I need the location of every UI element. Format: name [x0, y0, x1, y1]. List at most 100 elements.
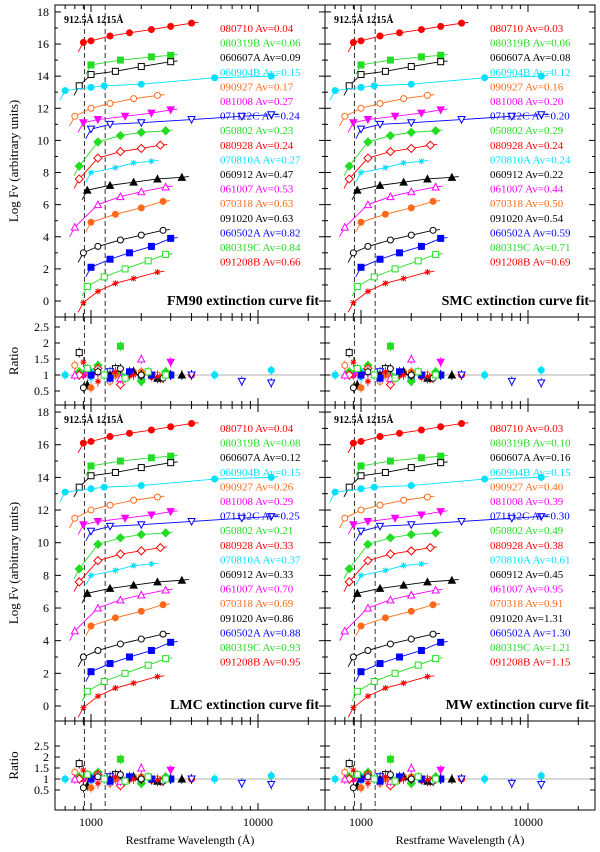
data-point [129, 580, 138, 589]
data-point [136, 376, 146, 387]
data-point [537, 473, 545, 481]
data-point [112, 368, 119, 375]
series-label: 061007 Av=0.44 [490, 184, 564, 196]
data-point [267, 366, 275, 374]
data-point [537, 366, 545, 374]
y-tick-label: 0 [43, 294, 49, 308]
data-point [130, 496, 138, 504]
data-point [100, 273, 108, 281]
series-091208B [77, 673, 165, 789]
series-label: 060904B Av=0.15 [220, 467, 301, 479]
data-point [358, 169, 364, 176]
data-point [267, 473, 275, 481]
data-point [162, 371, 170, 379]
data-point [167, 22, 175, 30]
data-point [147, 109, 156, 118]
ratio-tick-label: 1.5 [34, 761, 49, 775]
fit-curve [81, 253, 173, 297]
data-point [136, 590, 146, 599]
data-point [357, 37, 365, 45]
series-label: 080710 Av=0.04 [220, 423, 294, 435]
data-point [406, 354, 416, 363]
plot-area [325, 5, 595, 405]
data-point [266, 379, 276, 388]
data-point [423, 91, 431, 99]
data-point [136, 546, 146, 556]
series-080928 [73, 140, 168, 390]
series-091208B [347, 673, 435, 789]
data-point [130, 159, 137, 166]
data-point [370, 775, 378, 783]
data-point [177, 774, 187, 783]
data-point [87, 775, 95, 783]
data-point [391, 777, 399, 785]
series-label: 050802 Av=0.49 [490, 525, 564, 537]
data-point [364, 368, 372, 376]
data-point [432, 655, 440, 663]
data-point [376, 777, 384, 785]
series-080710 [77, 19, 199, 382]
fit-curve [85, 454, 178, 476]
data-point [87, 437, 95, 445]
data-point [87, 384, 95, 392]
data-point [93, 539, 103, 550]
data-point [115, 533, 126, 543]
data-point [74, 161, 84, 171]
series-label: 080928 Av=0.24 [490, 140, 564, 152]
data-point [87, 506, 95, 514]
data-point [161, 585, 171, 594]
data-point [136, 143, 146, 154]
data-point [382, 567, 389, 574]
fit-curve [329, 476, 549, 503]
data-point [417, 454, 425, 462]
data-point [100, 678, 108, 686]
data-point [417, 53, 425, 61]
data-point [136, 529, 146, 540]
data-point [395, 429, 403, 437]
data-point [86, 527, 96, 536]
fit-curve [355, 562, 429, 586]
data-point [162, 655, 170, 663]
data-point [111, 210, 119, 218]
data-point [71, 112, 79, 120]
fit-curve [351, 253, 443, 297]
panel-title: LMC extinction curve fit [170, 698, 319, 713]
data-point [364, 693, 371, 700]
data-point [237, 377, 247, 386]
data-point [144, 773, 152, 781]
data-point [363, 137, 373, 147]
series-label: 060912 Av=0.22 [490, 169, 563, 181]
data-point [437, 234, 445, 242]
series-label: 091020 Av=1.31 [490, 613, 563, 625]
data-point [353, 687, 361, 695]
data-point [74, 577, 84, 587]
data-point [155, 542, 166, 553]
data-point [481, 775, 489, 783]
data-point [106, 777, 114, 785]
data-point [357, 218, 365, 226]
data-point [357, 371, 365, 379]
data-point [356, 527, 366, 536]
y-tick-label: 16 [37, 37, 49, 51]
fit-curve [347, 675, 435, 718]
series-label: 080928 Av=0.38 [490, 540, 564, 552]
ratio-tick-label: 2.5 [34, 320, 49, 334]
data-point [167, 51, 175, 59]
data-point [406, 590, 416, 599]
series-label: 070810A Av=0.37 [220, 554, 301, 566]
data-point [363, 200, 373, 209]
data-point [87, 622, 95, 630]
data-point [357, 384, 365, 392]
data-point [80, 359, 87, 366]
x-tick-label: 1000 [349, 815, 373, 829]
data-point [429, 226, 437, 234]
y-tick-label: 12 [37, 101, 49, 115]
data-point [83, 365, 91, 373]
data-point [237, 779, 247, 788]
data-point [357, 485, 365, 493]
series-label: 091020 Av=0.86 [220, 613, 294, 625]
series-label: 080928 Av=0.33 [220, 540, 294, 552]
data-point [537, 772, 545, 780]
data-point [536, 111, 546, 120]
y-tick-label: 18 [37, 405, 49, 419]
